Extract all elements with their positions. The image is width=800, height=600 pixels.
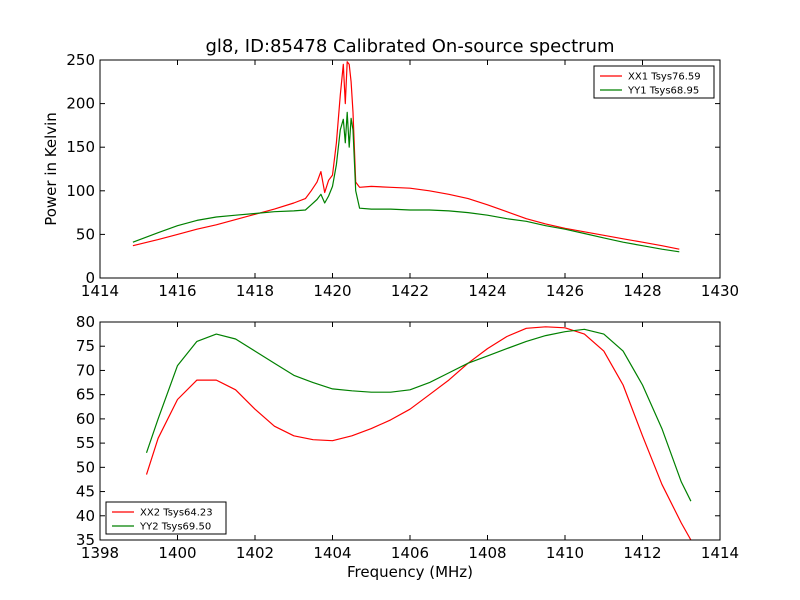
x-tick-label: 1400	[158, 544, 196, 562]
series-line-1	[132, 61, 680, 250]
y-tick-label: 0	[85, 269, 95, 287]
y-tick-label: 55	[76, 434, 95, 452]
series-line-2	[145, 328, 692, 502]
y-tick-label: 35	[76, 531, 95, 549]
y-tick-label: 70	[76, 361, 95, 379]
x-tick-label: 1408	[468, 544, 506, 562]
x-tick-label: 1424	[468, 282, 506, 300]
y-tick-label: 150	[66, 138, 95, 156]
x-tick-label: 1418	[236, 282, 274, 300]
y-tick-label: 75	[76, 337, 95, 355]
y-tick-label: 50	[76, 225, 95, 243]
legend: XX2 Tsys64.23 YY2 Tsys69.50	[105, 501, 227, 535]
y-tick-label: 40	[76, 507, 95, 525]
x-tick-label: 1402	[236, 544, 274, 562]
y-tick-label: 200	[66, 95, 95, 113]
legend-label-1: XX1 Tsys76.59	[628, 72, 701, 83]
series-line-1	[145, 326, 692, 540]
x-tick-label: 1414	[81, 282, 119, 300]
y-tick-label: 100	[66, 182, 95, 200]
legend-box	[593, 65, 715, 99]
legend-label-1: XX2 Tsys64.23	[140, 508, 213, 519]
x-tick-label: 1428	[623, 282, 661, 300]
plot-layer: 1414 1416 1418 1420 1422 1424 1426 1428 14300501…	[42, 36, 739, 581]
x-tick-label: 1406	[391, 544, 429, 562]
x-tick-label: 1414	[701, 544, 739, 562]
x-tick-label: 1412	[623, 544, 661, 562]
legend-label-2: YY1 Tsys68.95	[627, 86, 699, 97]
chart-title: gl8, ID:85478 Calibrated On-source spect…	[205, 36, 614, 57]
legend-box	[105, 501, 227, 535]
x-tick-label: 1426	[546, 282, 584, 300]
x-tick-label: 1404	[313, 544, 351, 562]
x-tick-label: 1410	[546, 544, 584, 562]
y-tick-label: 65	[76, 386, 95, 404]
y-tick-label: 45	[76, 483, 95, 501]
y-axis-label: Power in Kelvin	[42, 112, 60, 226]
x-tick-label: 1430	[701, 282, 739, 300]
series-line-2	[132, 111, 680, 253]
x-tick-label: 1422	[391, 282, 429, 300]
y-tick-label: 80	[76, 313, 95, 331]
x-tick-label: 1420	[313, 282, 351, 300]
y-tick-label: 250	[66, 51, 95, 69]
x-tick-label: 1416	[158, 282, 196, 300]
y-tick-label: 50	[76, 458, 95, 476]
x-tick-label: 1398	[81, 544, 119, 562]
chart-2: 1398 1400 1402 1404 1406 1408 1410 1412 1414 35 40…	[76, 313, 739, 581]
legend: XX1 Tsys76.59 YY1 Tsys68.95	[593, 65, 715, 99]
x-axis-label: Frequency (MHz)	[347, 563, 473, 581]
y-tick-label: 60	[76, 410, 95, 428]
chart-1: 1414 1416 1418 1420 1422 1424 1426 1428 1430 0 50 1…	[42, 36, 739, 300]
legend-label-2: YY2 Tsys69.50	[139, 522, 211, 533]
